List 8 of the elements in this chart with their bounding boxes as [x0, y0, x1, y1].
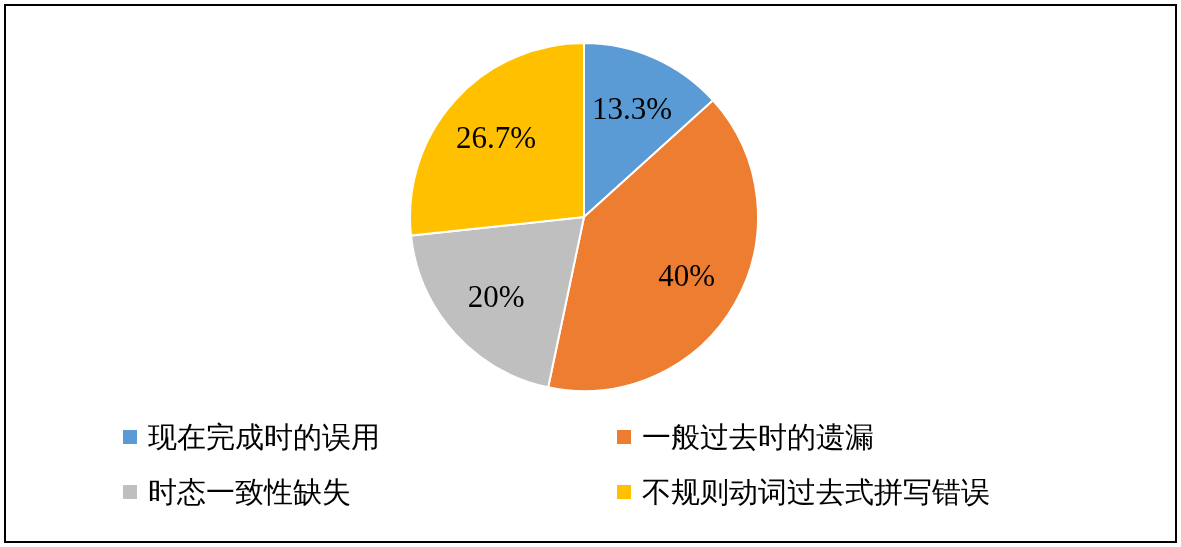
data-label: 26.7%	[455, 120, 537, 156]
legend-label: 不规则动词过去式拼写错误	[642, 476, 990, 508]
data-label: 40%	[658, 258, 716, 294]
data-label: 20%	[467, 278, 525, 314]
data-label: 13.3%	[591, 91, 673, 127]
legend-label: 一般过去时的遗漏	[642, 421, 874, 453]
legend-label: 时态一致性缺失	[148, 476, 351, 508]
legend-label: 现在完成时的误用	[148, 421, 380, 453]
